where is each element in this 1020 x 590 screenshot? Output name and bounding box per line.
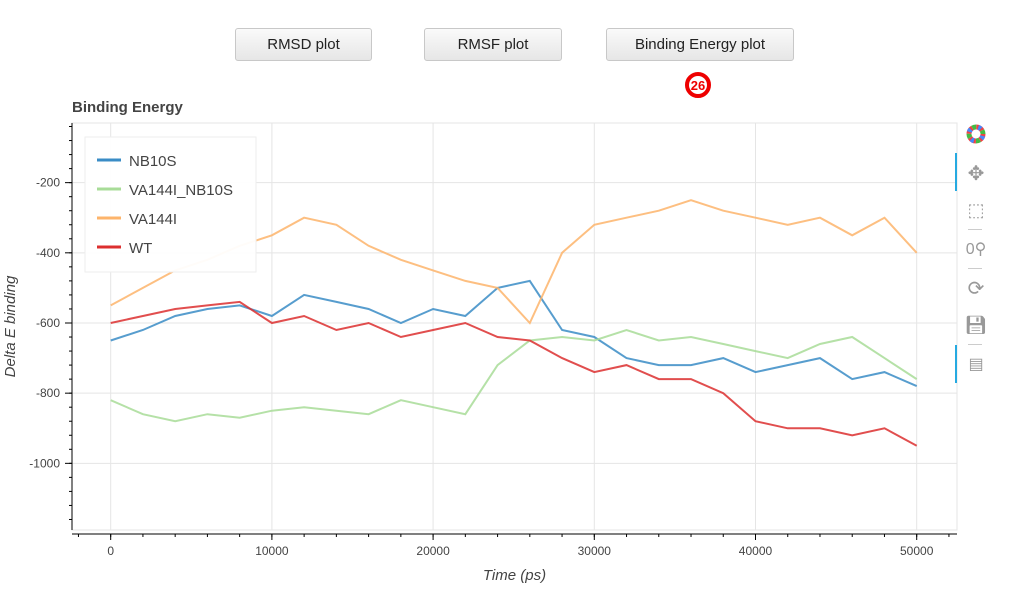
box-zoom-icon[interactable]: ⬚: [967, 199, 985, 220]
rmsd-plot-button[interactable]: RMSD plot: [235, 28, 372, 61]
x-tick-label: 40000: [739, 544, 773, 558]
y-tick-label: -800: [36, 386, 60, 400]
legend-label: VA144I: [129, 211, 177, 228]
x-tick-label: 0: [107, 544, 114, 558]
y-tick-label: -600: [36, 316, 60, 330]
x-tick-label: 50000: [900, 544, 934, 558]
legend-label: WT: [129, 240, 152, 257]
toolbar-divider: [968, 229, 982, 230]
pan-icon[interactable]: ✥: [967, 162, 985, 185]
bokeh-logo-icon[interactable]: [963, 121, 989, 147]
y-tick-label: -200: [36, 176, 60, 190]
rmsf-plot-button[interactable]: RMSF plot: [424, 28, 562, 61]
pan-active-indicator: [955, 153, 957, 191]
reset-icon[interactable]: ⟳: [967, 277, 985, 300]
toolbar-divider: [968, 268, 982, 269]
hover-icon[interactable]: ▤: [968, 356, 984, 373]
series-line-nb10s: [110, 279, 918, 388]
legend-label: NB10S: [129, 153, 177, 170]
y-tick-label: -400: [36, 246, 60, 260]
series-line-wt: [110, 300, 918, 447]
y-axis-label: Delta E binding: [2, 275, 19, 377]
binding-energy-plot-button[interactable]: Binding Energy plot: [606, 28, 794, 61]
toolbar-divider: [968, 344, 982, 345]
x-tick-label: 10000: [255, 544, 289, 558]
legend-label: VA144I_NB10S: [129, 182, 233, 199]
x-axis-label: Time (ps): [483, 567, 546, 584]
hover-active-indicator: [955, 345, 957, 383]
wheel-zoom-icon[interactable]: 0⚲: [965, 241, 987, 258]
series-line-va144i_nb10s: [110, 328, 918, 423]
x-tick-label: 30000: [578, 544, 612, 558]
annotation-badge: 26: [685, 72, 711, 98]
x-tick-label: 20000: [416, 544, 450, 558]
save-icon[interactable]: 💾︎: [964, 314, 988, 335]
badge-number: 26: [689, 76, 707, 94]
chart-title: Binding Energy: [72, 99, 183, 116]
y-tick-label: -1000: [29, 456, 60, 470]
